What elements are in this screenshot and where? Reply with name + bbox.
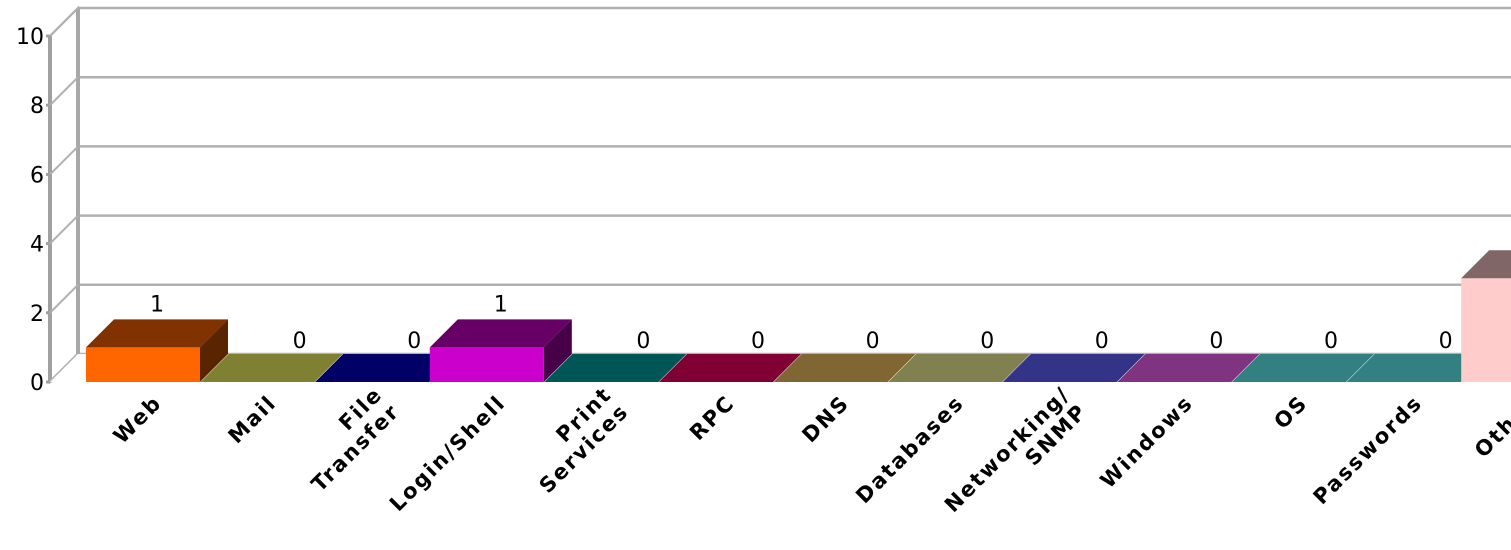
bar	[200, 354, 343, 382]
y-tick-label: 4	[30, 233, 44, 258]
bar-flat	[315, 354, 458, 382]
bar	[429, 319, 572, 382]
y-tick-depth	[49, 214, 79, 245]
x-tick-label: Login/Shell	[385, 391, 510, 516]
bar-flat	[1117, 354, 1260, 382]
x-tick-label: Web	[109, 391, 167, 449]
y-axis: 0 2 4 6 8 10	[16, 5, 80, 396]
x-tick-label: Windows	[1096, 391, 1198, 493]
y-tick-label: 2	[30, 302, 44, 327]
bar-flat	[200, 354, 343, 382]
bar-front	[86, 347, 200, 382]
y-tick-label: 8	[30, 94, 44, 119]
y-tick-depth	[49, 76, 79, 106]
data-label: 0	[1324, 329, 1338, 354]
x-tick-label: Passwords	[1309, 391, 1428, 510]
bar	[1346, 354, 1489, 382]
bar-top	[1461, 250, 1511, 279]
y-tick-depth	[49, 145, 79, 176]
data-label: 0	[866, 329, 880, 354]
bar	[659, 354, 801, 382]
y-tick-depth	[49, 7, 79, 37]
bar-side	[200, 319, 228, 382]
left-wall	[49, 5, 79, 385]
bar	[1002, 354, 1145, 382]
x-tick-label: FileTransfer	[290, 382, 404, 496]
bar-front	[1461, 278, 1511, 382]
data-label: 0	[1095, 329, 1109, 354]
x-tick-label: OS	[1269, 391, 1312, 434]
bars	[50, 250, 1511, 382]
data-label: 0	[407, 329, 421, 354]
y-tick-label: 0	[30, 371, 44, 396]
y-tick-depth	[49, 284, 79, 314]
bar-top	[86, 319, 228, 348]
y-tick-label: 10	[16, 25, 44, 50]
bar-flat	[773, 354, 916, 382]
x-tick-label: Mail	[224, 391, 282, 449]
bar	[1232, 354, 1374, 382]
data-label: 0	[980, 329, 994, 354]
data-label: 0	[1439, 329, 1453, 354]
bar-flat	[1002, 354, 1145, 382]
x-tick-label: Other	[1470, 391, 1511, 463]
bar-flat	[1232, 354, 1374, 382]
bar-flat	[1346, 354, 1489, 382]
back-wall	[78, 8, 1511, 354]
data-labels: 1001000000003	[150, 292, 1453, 354]
bar-flat	[659, 354, 801, 382]
bar	[544, 354, 687, 382]
data-label: 1	[150, 292, 164, 317]
x-tick-label: PrintServices	[518, 382, 634, 498]
bar	[1461, 250, 1511, 382]
x-tick-label: RPC	[685, 391, 739, 445]
bar-side	[543, 319, 572, 382]
data-label: 0	[1209, 329, 1223, 354]
data-label: 0	[293, 329, 307, 354]
data-label: 1	[494, 292, 508, 317]
bar	[888, 354, 1031, 382]
data-label: 0	[636, 329, 650, 354]
bar-top	[429, 319, 572, 348]
bar-flat	[888, 354, 1031, 382]
bar	[315, 354, 458, 382]
y-tick-label: 6	[30, 163, 44, 188]
x-tick-label: DNS	[797, 391, 854, 448]
chart-grid	[78, 6, 1511, 356]
bar	[86, 319, 228, 382]
bar-front	[429, 347, 544, 382]
bar	[773, 354, 916, 382]
bar-flat	[544, 354, 687, 382]
bar	[1117, 354, 1260, 382]
data-label: 0	[751, 329, 765, 354]
